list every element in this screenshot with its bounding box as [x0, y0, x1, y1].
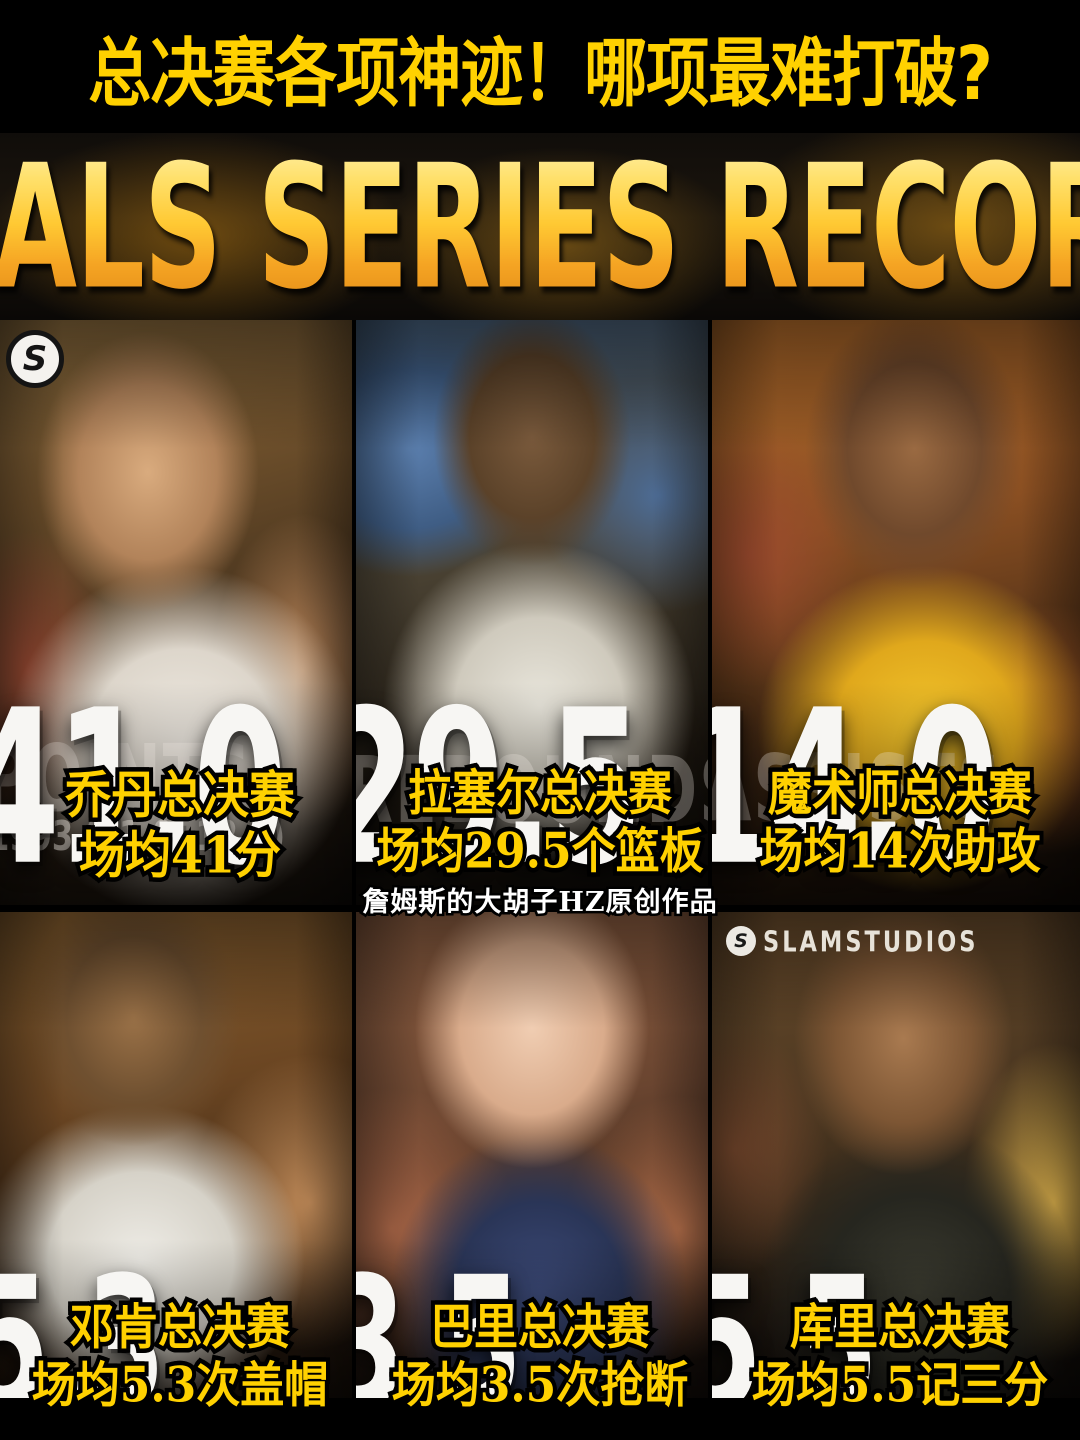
record-panel-barry[interactable]: 3.5 [356, 912, 708, 1440]
records-grid: S POINTS 1993 (41.0, 12.5) 41.0 REBOUNDS… [0, 320, 1080, 1440]
photo-vignette [356, 320, 708, 905]
banner-title: FINALS SERIES RECORDS [0, 141, 1080, 312]
grid-row-top: S POINTS 1993 (41.0, 12.5) 41.0 REBOUNDS… [0, 320, 1080, 905]
record-panel-jordan[interactable]: S POINTS 1993 (41.0, 12.5) 41.0 [0, 320, 352, 905]
record-panel-magic[interactable]: ASSISTS 14.0 [712, 320, 1080, 905]
photo-vignette [0, 320, 352, 905]
page-title: 总决赛各项神迹！哪项最难打破? [85, 26, 997, 120]
record-panel-duncan[interactable]: 5.3 [0, 912, 352, 1440]
record-panel-curry[interactable]: S SLAMSTUDIOS 5.5 [712, 912, 1080, 1440]
photo-vignette [712, 912, 1080, 1440]
title-banner: FINALS SERIES RECORDS [0, 133, 1080, 320]
slam-studios-label: SLAMSTUDIOS [763, 924, 979, 958]
photo-vignette [712, 320, 1080, 905]
photo-vignette [356, 912, 708, 1440]
grid-row-bottom: 5.3 3.5 S SLAMSTUDIOS 5.5 [0, 912, 1080, 1440]
slam-logo-icon: S [6, 330, 64, 388]
slam-logo-icon: S [726, 926, 756, 956]
footer-strip [0, 1398, 1080, 1440]
slam-studios-watermark: S SLAMSTUDIOS [726, 924, 979, 958]
headline-bar: 总决赛各项神迹！哪项最难打破? [0, 0, 1080, 135]
photo-vignette [0, 912, 352, 1440]
record-panel-russell[interactable]: REBOUNDS 29.5 [356, 320, 708, 905]
